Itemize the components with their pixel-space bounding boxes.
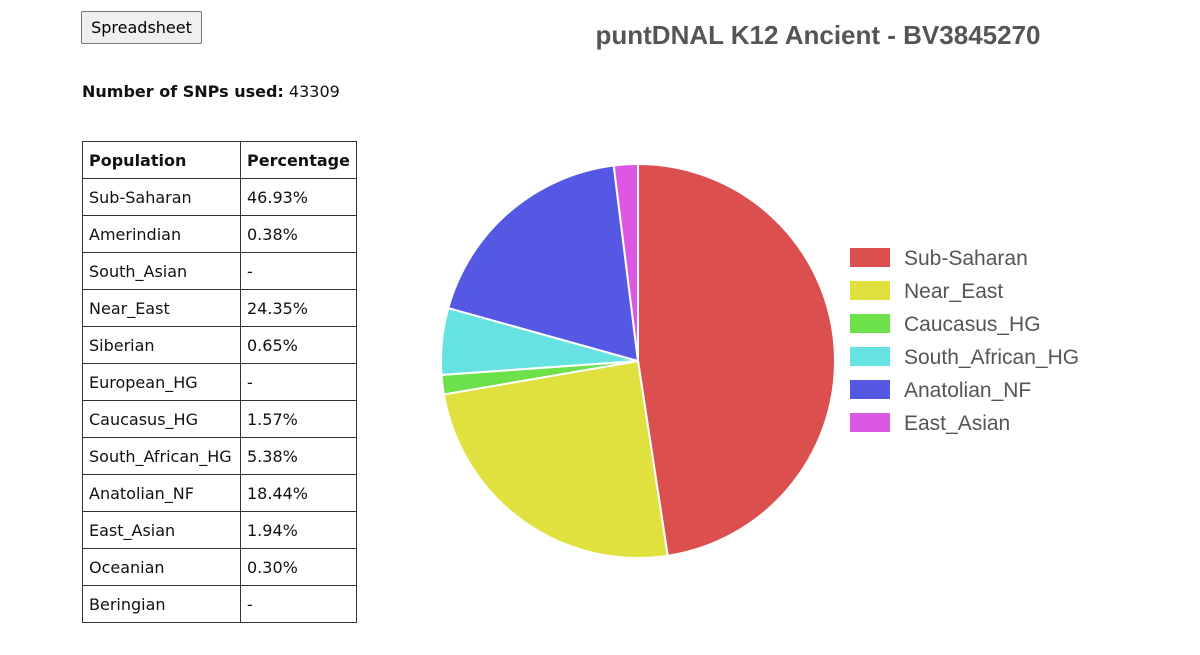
population-cell: Sub-Saharan bbox=[82, 178, 241, 216]
table-row: Caucasus_HG 1.57% bbox=[82, 400, 357, 438]
population-cell: Oceanian bbox=[82, 548, 241, 586]
percentage-cell: 24.35% bbox=[240, 289, 357, 327]
population-cell: Anatolian_NF bbox=[82, 474, 241, 512]
pie-slice-anatolian-nf bbox=[447, 164, 640, 363]
percentage-cell: 0.30% bbox=[240, 548, 357, 586]
population-cell: Beringian bbox=[82, 585, 241, 623]
legend-swatch bbox=[850, 248, 890, 267]
percentage-cell: - bbox=[240, 585, 357, 623]
table-row: East_Asian 1.94% bbox=[82, 511, 357, 549]
legend-swatch bbox=[850, 413, 890, 432]
snp-count: Number of SNPs used: 43309 bbox=[82, 82, 340, 101]
percentage-cell: 0.65% bbox=[240, 326, 357, 364]
percentage-cell: 1.94% bbox=[240, 511, 357, 549]
legend-label: Caucasus_HG bbox=[904, 313, 1041, 336]
percentage-cell: 0.38% bbox=[240, 215, 357, 253]
legend-label: Sub-Saharan bbox=[904, 247, 1028, 270]
population-cell: East_Asian bbox=[82, 511, 241, 549]
chart-title: puntDNAL K12 Ancient - BV3845270 bbox=[595, 20, 1041, 50]
legend-swatch bbox=[850, 314, 890, 333]
legend-swatch bbox=[850, 281, 890, 300]
table-row: European_HG - bbox=[82, 363, 357, 401]
pie-slice-east-asian bbox=[612, 162, 639, 362]
legend-swatch bbox=[850, 347, 890, 366]
percentage-cell: 46.93% bbox=[240, 178, 357, 216]
table-row: Near_East 24.35% bbox=[82, 289, 357, 327]
legend-label: Anatolian_NF bbox=[904, 379, 1031, 402]
pie-slice-sub-saharan bbox=[637, 162, 836, 557]
table-row: Oceanian 0.30% bbox=[82, 548, 357, 586]
percentage-cell: 18.44% bbox=[240, 474, 357, 512]
legend-label: East_Asian bbox=[904, 412, 1010, 435]
table-row: South_African_HG 5.38% bbox=[82, 437, 357, 475]
table-row: Sub-Saharan 46.93% bbox=[82, 178, 357, 216]
spreadsheet-button[interactable]: Spreadsheet bbox=[81, 11, 202, 44]
population-cell: South_African_HG bbox=[82, 437, 241, 475]
table-row: Anatolian_NF 18.44% bbox=[82, 474, 357, 512]
population-table: Population Percentage Sub-Saharan 46.93% A… bbox=[82, 141, 357, 623]
percentage-header: Percentage bbox=[240, 141, 357, 179]
population-cell: Near_East bbox=[82, 289, 241, 327]
legend-label: South_African_HG bbox=[904, 346, 1079, 369]
population-cell: Caucasus_HG bbox=[82, 400, 241, 438]
percentage-cell: - bbox=[240, 363, 357, 401]
snp-count-label: Number of SNPs used: bbox=[82, 82, 284, 101]
legend-label: Near_East bbox=[904, 280, 1003, 303]
table-row: Amerindian 0.38% bbox=[82, 215, 357, 253]
pie-slice-near-east bbox=[442, 359, 669, 559]
pie-slices bbox=[440, 162, 836, 559]
legend-swatch bbox=[850, 380, 890, 399]
table-row: Beringian - bbox=[82, 585, 357, 623]
chart-legend: Sub-Saharan Near_East Caucasus_HG South_Afr… bbox=[850, 247, 1079, 435]
population-cell: European_HG bbox=[82, 363, 241, 401]
table-row: Siberian 0.65% bbox=[82, 326, 357, 364]
population-cell: Siberian bbox=[82, 326, 241, 364]
snp-count-value: 43309 bbox=[288, 82, 340, 101]
population-cell: Amerindian bbox=[82, 215, 241, 253]
table-row: South_Asian - bbox=[82, 252, 357, 290]
population-cell: South_Asian bbox=[82, 252, 241, 290]
